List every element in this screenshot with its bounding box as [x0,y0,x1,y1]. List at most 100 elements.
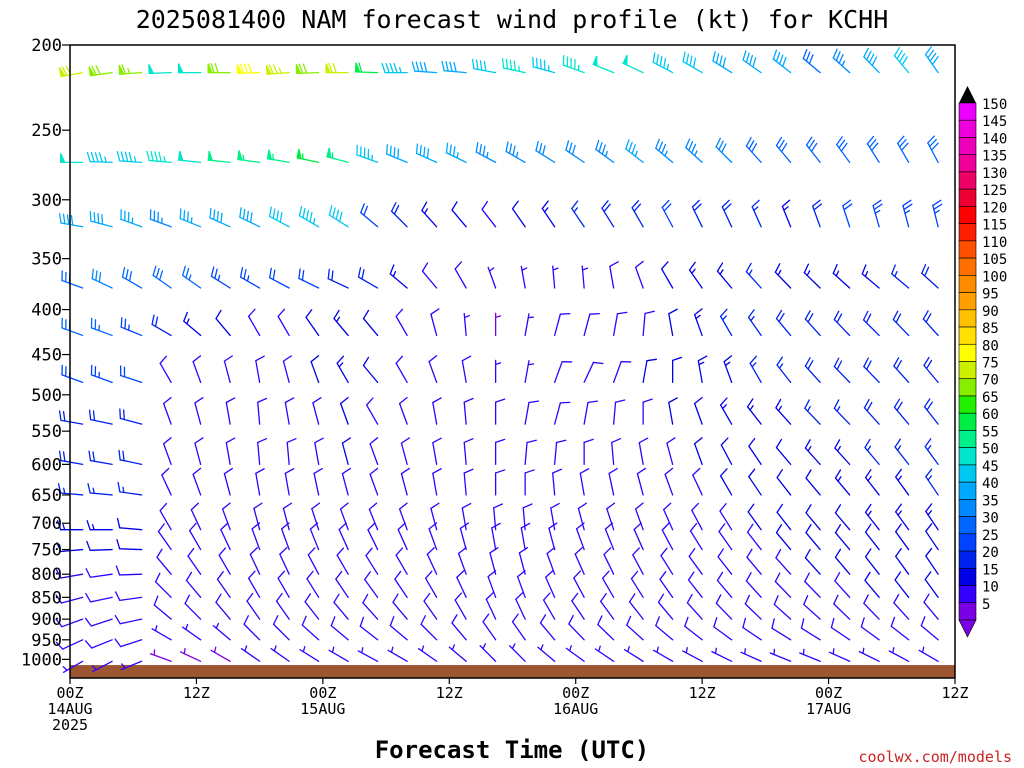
wind-barb [225,437,236,466]
wind-barb-flag [863,47,869,58]
wind-barb [834,523,851,551]
wind-barb-flag [114,614,121,625]
wind-barb-flag [312,397,322,404]
wind-barb-staff [548,527,556,551]
wind-barb-staff [628,601,644,620]
wind-barb-flag [685,53,690,65]
wind-barb-staff [655,147,674,164]
wind-barb-staff [682,60,703,74]
wind-barb-flag [751,143,758,153]
wind-barb [88,450,113,466]
wind-barb-staff [609,265,615,289]
wind-barb-staff [612,361,622,384]
wind-barb-flag [449,61,453,73]
wind-barb-staff [539,622,556,641]
x-tick-label: 14AUG [47,700,92,718]
colorbar-swatch [958,464,977,483]
wind-barb [688,548,703,575]
wind-barb-staff [395,554,408,575]
wind-barb [255,355,265,384]
wind-barb [535,140,556,164]
wind-barb-staff [277,577,290,598]
wind-barb [864,548,880,575]
wind-barb-flag [194,397,204,404]
wind-barb-flag [628,141,633,152]
wind-barb-flag [871,142,879,152]
wind-barb [221,502,231,531]
colorbar-label: 120 [982,200,1007,216]
wind-barb [894,438,910,466]
wind-barb-flag [424,570,433,579]
wind-barb-half-flag [568,645,572,652]
wind-barb-flag [333,309,340,320]
wind-barb [312,397,322,425]
wind-barb-flag [128,151,133,163]
wind-barb-staff [716,579,733,598]
wind-barb [269,206,290,228]
colorbar-swatch [958,206,977,224]
wind-barb-flag [494,469,506,474]
wind-barb [218,547,231,575]
wind-barb-half-flag [698,361,705,366]
wind-barb-staff [162,443,172,466]
wind-barb-staff [247,315,261,337]
wind-barb [747,503,762,531]
wind-barb-flag [454,261,463,270]
wind-barb [487,570,497,598]
wind-barb-flag [214,268,218,280]
wind-barb-staff [834,477,851,496]
y-tick-label: 400 [31,301,62,321]
wind-barb [693,308,703,337]
wind-barb-flag [272,208,276,219]
wind-barb [257,438,268,466]
wind-barb-flag [304,593,311,603]
wind-barb-flag [772,49,778,60]
wind-barb-flag [752,57,757,68]
wind-barb-half-flag [104,156,107,163]
wind-barb-flag [719,503,727,512]
wind-barb-flag [389,616,395,627]
wind-barb [799,648,821,662]
wind-barb-staff [693,314,703,337]
wind-barb-staff [60,573,84,579]
wind-barb-flag [445,61,449,72]
wind-barb-staff [603,553,615,575]
wind-barb-flag [803,263,810,274]
wind-barb [832,48,851,74]
wind-barb [56,520,84,531]
wind-barb [328,646,349,662]
wind-barb-staff [687,579,703,598]
wind-barb [395,355,408,384]
wind-barb-staff [742,59,762,74]
wind-barb [239,267,261,289]
wind-barb [747,309,762,337]
wind-barb-half-flag [278,67,282,74]
wind-barb-flag [718,140,724,151]
wind-barb-half-flag [527,316,535,319]
wind-barb [612,311,628,337]
wind-barb-flag [663,502,672,511]
wind-barb-flag [719,397,728,406]
wind-barb-staff [392,601,408,620]
wind-barb [804,310,821,337]
wind-barb-half-flag [122,486,125,494]
wind-barb-staff [805,532,821,551]
wind-barb-flag [220,522,229,531]
wind-barb-flag [633,522,642,531]
x-tick-label: 17AUG [806,700,851,718]
wind-barb [58,212,84,228]
wind-barb [146,150,172,164]
wind-barb [357,647,379,662]
colorbar-swatch [958,188,977,207]
wind-barb-flag [247,570,256,579]
wind-barb [552,265,559,289]
colorbar-label: 15 [982,562,999,578]
wind-barb-flag [428,522,438,530]
wind-barb [893,398,910,425]
y-tick-label: 700 [31,514,62,534]
wind-barb-staff [776,511,792,531]
wind-barb-flag [543,59,546,71]
wind-barb-flag [397,522,406,531]
wind-barb [520,522,531,551]
wind-barb-flag [301,270,305,281]
